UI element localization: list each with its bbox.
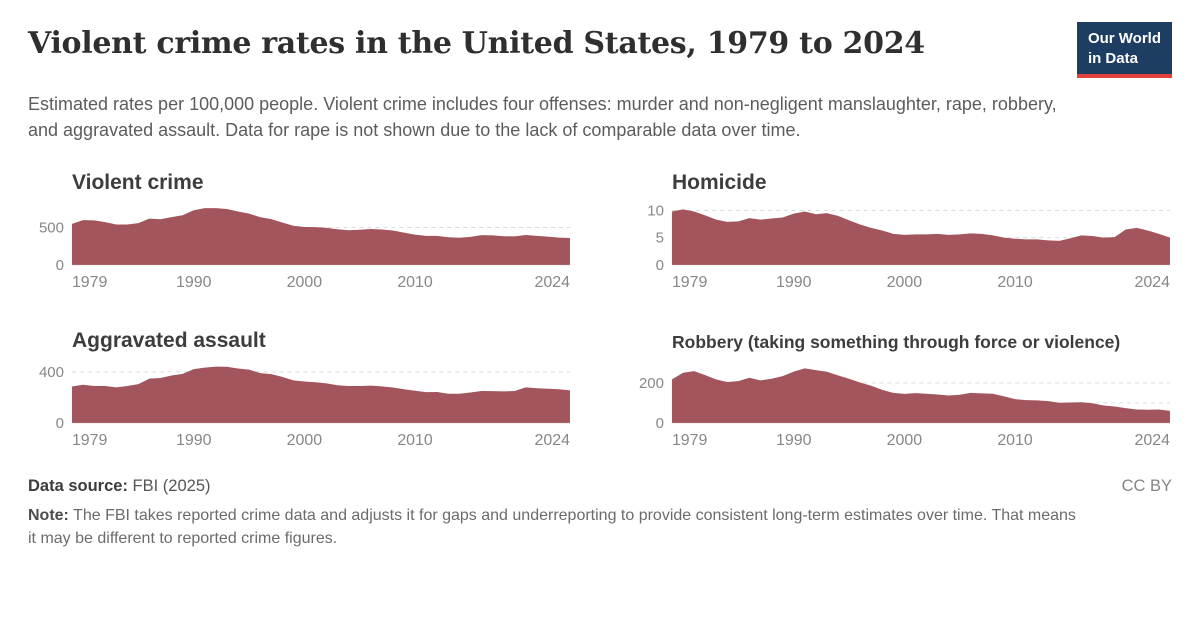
svg-text:2000: 2000 <box>287 432 323 449</box>
svg-text:200: 200 <box>639 375 664 392</box>
svg-text:5: 5 <box>656 230 664 247</box>
svg-text:2010: 2010 <box>397 274 433 291</box>
robbery-chart-block: Robbery (taking something through force … <box>628 323 1172 453</box>
svg-text:400: 400 <box>39 364 64 381</box>
source-row: Data source: FBI (2025) CC BY <box>28 477 1172 496</box>
svg-text:1990: 1990 <box>776 274 812 291</box>
svg-text:2024: 2024 <box>534 274 570 291</box>
owid-logo-line1: Our World <box>1087 30 1161 47</box>
svg-text:2010: 2010 <box>997 432 1033 449</box>
aggravated-assault-chart-title: Aggravated assault <box>72 329 266 352</box>
violent-crime-area-chart[interactable]: 0 500 1979 1990 2000 2010 2024 <box>28 199 572 295</box>
svg-text:0: 0 <box>56 257 64 274</box>
svg-text:2000: 2000 <box>887 274 923 291</box>
homicide-area-chart[interactable]: 0 5 10 1979 1990 2000 2010 2024 <box>628 199 1172 295</box>
svg-text:1990: 1990 <box>176 432 212 449</box>
svg-text:1990: 1990 <box>776 432 812 449</box>
robbery-chart-title: Robbery (taking something through force … <box>672 332 1121 352</box>
header: Violent crime rates in the United States… <box>28 22 1172 78</box>
violent-crime-chart-block: Violent crime 0 500 1979 1990 2000 2010 2024 <box>28 165 572 295</box>
footer: Data source: FBI (2025) CC BY Note: The … <box>28 477 1172 550</box>
svg-text:0: 0 <box>56 415 64 432</box>
owid-logo-line2: in Data <box>1087 49 1138 67</box>
svg-text:0: 0 <box>656 415 664 432</box>
subtitle: Estimated rates per 100,000 people. Viol… <box>28 94 1057 141</box>
data-source-value: FBI (2025) <box>127 476 211 495</box>
svg-text:2010: 2010 <box>397 432 433 449</box>
aggravated-assault-chart-block: Aggravated assault 0 400 1979 1990 2000 2010 2… <box>28 323 572 453</box>
svg-text:1990: 1990 <box>176 274 212 291</box>
homicide-chart-title: Homicide <box>672 171 767 195</box>
robbery-area-chart[interactable]: 0 200 1979 1990 2000 2010 2024 <box>628 357 1172 453</box>
data-source: Data source: FBI (2025) <box>28 477 211 496</box>
violent-crime-chart-title: Violent crime <box>72 171 204 195</box>
note-text: The FBI takes reported crime data and ad… <box>28 506 1076 547</box>
aggravated-assault-area-chart[interactable]: 0 400 1979 1990 2000 2010 2024 <box>28 357 572 453</box>
svg-text:1979: 1979 <box>72 274 108 291</box>
svg-text:10: 10 <box>647 203 664 220</box>
data-source-label: Data source: <box>28 476 128 495</box>
svg-text:2024: 2024 <box>1134 432 1170 449</box>
note: Note: The FBI takes reported crime data … <box>28 505 1088 550</box>
owid-logo[interactable]: Our World in Data <box>1076 22 1172 78</box>
homicide-chart-block: Homicide 0 5 10 1979 1990 2000 2010 2024 <box>628 165 1172 295</box>
svg-text:2010: 2010 <box>997 274 1033 291</box>
svg-text:2024: 2024 <box>1134 274 1170 291</box>
page-title: Violent crime rates in the United States… <box>28 26 925 61</box>
svg-text:1979: 1979 <box>72 432 108 449</box>
svg-text:1979: 1979 <box>672 274 708 291</box>
svg-text:2000: 2000 <box>887 432 923 449</box>
svg-text:500: 500 <box>39 220 64 237</box>
svg-text:2000: 2000 <box>287 274 323 291</box>
svg-text:1979: 1979 <box>672 432 708 449</box>
svg-text:2024: 2024 <box>534 432 570 449</box>
chart-grid: Violent crime 0 500 1979 1990 2000 2010 2024 H… <box>28 165 1172 453</box>
license-link[interactable]: CC BY <box>1121 476 1172 495</box>
note-label: Note: <box>28 506 69 524</box>
svg-text:0: 0 <box>656 257 664 274</box>
